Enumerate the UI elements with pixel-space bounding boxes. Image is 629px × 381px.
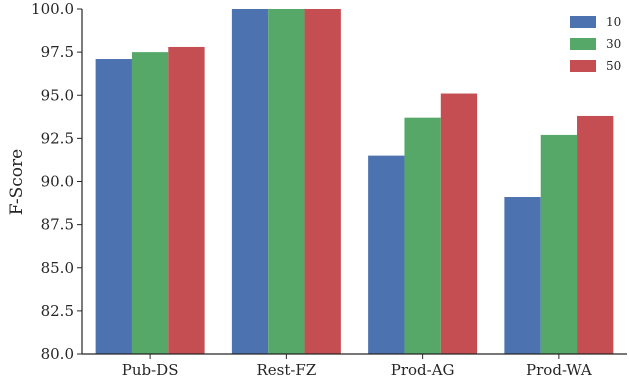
y-tick-label: 92.5 <box>41 129 74 147</box>
legend: 10 30 50 <box>570 15 621 73</box>
bar-prod-ag-50 <box>440 93 478 354</box>
y-tick-label: 82.5 <box>41 302 74 320</box>
legend-swatch-50 <box>570 60 596 72</box>
bar-prod-wa-50 <box>577 115 614 354</box>
bars-layer <box>95 9 614 355</box>
legend-swatch-10 <box>570 16 596 28</box>
bar-prod-wa-30 <box>540 134 578 354</box>
bar-pub-ds-10 <box>95 59 132 354</box>
y-tick-label: 97.5 <box>41 43 74 61</box>
bar-rest-fz-30 <box>268 9 305 354</box>
y-tick-label: 100.0 <box>31 0 74 18</box>
bar-prod-wa-10 <box>504 197 541 354</box>
x-tick-label-pub-ds: Pub-DS <box>122 361 179 379</box>
x-tick-label-prod-wa: Prod-WA <box>526 361 592 379</box>
y-tick-label: 87.5 <box>41 216 74 234</box>
bar-pub-ds-30 <box>131 52 169 355</box>
bar-prod-ag-10 <box>368 155 405 354</box>
x-tick-label-rest-fz: Rest-FZ <box>256 361 316 379</box>
bar-prod-ag-30 <box>404 117 441 354</box>
y-tick-label: 80.0 <box>41 345 74 363</box>
x-ticks-layer: Pub-DS Rest-FZ Prod-AG Prod-WA <box>122 354 592 379</box>
y-tick-label: 85.0 <box>41 259 74 277</box>
bar-rest-fz-50 <box>304 9 341 354</box>
legend-label-10: 10 <box>606 15 621 29</box>
y-tick-label: 95.0 <box>41 86 74 104</box>
y-tick-label: 90.0 <box>41 173 74 191</box>
y-ticks-layer: 80.0 82.5 85.0 87.5 90.0 92.5 95.0 97.5 100.0 <box>31 0 82 363</box>
x-tick-label-prod-ag: Prod-AG <box>391 361 455 379</box>
legend-swatch-30 <box>570 38 596 50</box>
y-axis-label: F-Score <box>7 149 27 215</box>
bar-rest-fz-10 <box>231 9 269 354</box>
legend-label-30: 30 <box>606 37 621 51</box>
legend-label-50: 50 <box>606 59 621 73</box>
bar-pub-ds-50 <box>168 46 205 354</box>
